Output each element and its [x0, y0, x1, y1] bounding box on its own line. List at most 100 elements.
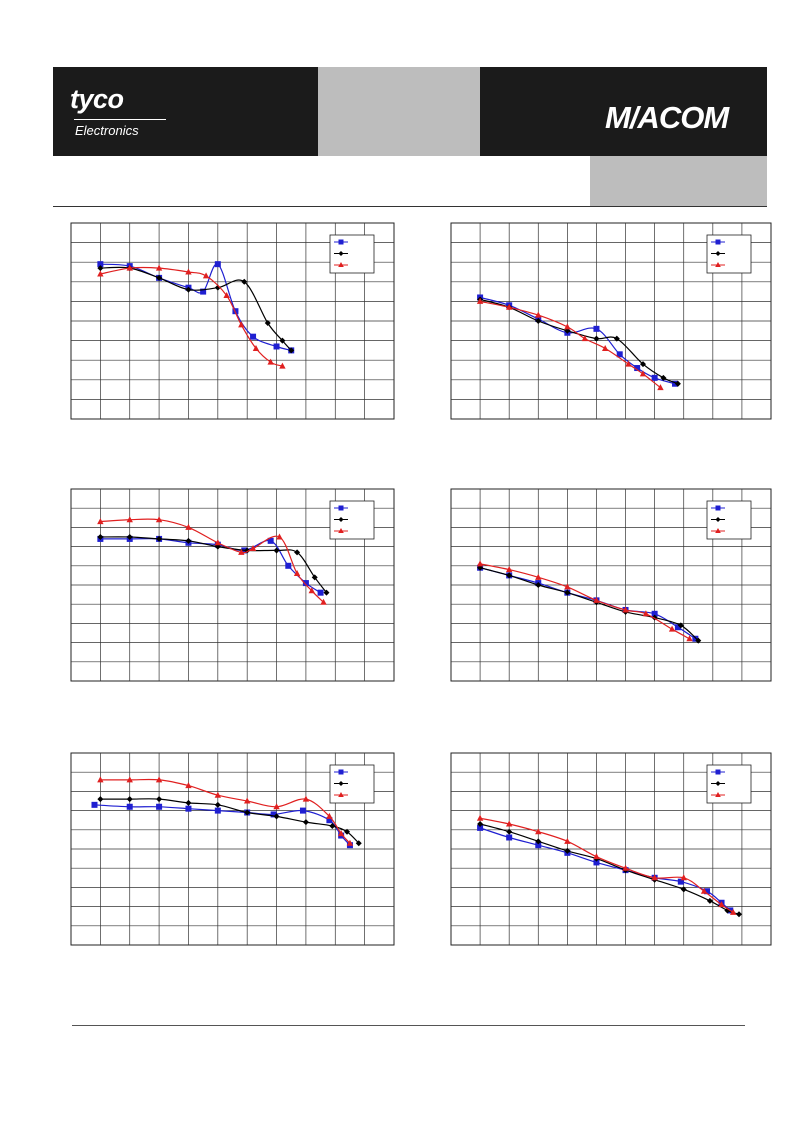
point-triangle: [718, 901, 725, 908]
point-triangle: [267, 358, 274, 365]
chart-4: [450, 488, 772, 682]
point-square: [616, 351, 623, 358]
legend-marker-triangle: [715, 528, 721, 533]
header-banner-left: [53, 67, 318, 156]
point-triangle: [243, 797, 251, 804]
point-triangle: [642, 610, 650, 617]
point-triangle: [535, 828, 542, 835]
point-diamond: [535, 582, 542, 588]
point-triangle: [185, 268, 192, 275]
point-diamond: [264, 319, 271, 326]
point-triangle: [337, 830, 345, 837]
point-diamond: [535, 838, 542, 845]
point-triangle: [238, 321, 245, 328]
point-diamond: [640, 361, 646, 368]
point-triangle: [302, 795, 310, 802]
point-diamond: [506, 828, 513, 835]
header-rule: [53, 206, 767, 207]
point-triangle: [346, 839, 354, 846]
point-diamond: [323, 589, 330, 596]
tyco-logo-subtitle: Electronics: [75, 123, 139, 138]
point-diamond: [185, 799, 192, 806]
point-diamond: [593, 335, 600, 342]
point-square: [97, 261, 104, 268]
point-diamond: [477, 821, 484, 828]
point-triangle: [601, 344, 609, 351]
point-square: [250, 333, 257, 340]
point-triangle: [185, 523, 192, 530]
point-triangle: [593, 853, 600, 860]
point-triangle: [651, 874, 658, 881]
point-diamond: [564, 327, 571, 334]
point-triangle: [505, 820, 513, 827]
macom-logo: M/ACOM: [605, 100, 729, 135]
point-square: [214, 807, 221, 814]
point-triangle: [593, 596, 600, 603]
point-square: [126, 803, 133, 810]
point-triangle: [700, 887, 708, 894]
point-diamond: [477, 564, 484, 571]
legend-marker-triangle: [715, 792, 721, 797]
point-triangle: [214, 539, 222, 546]
point-diamond: [736, 911, 742, 918]
point-triangle: [686, 635, 693, 642]
legend-marker-square: [715, 505, 721, 511]
point-diamond: [273, 813, 280, 820]
point-square: [506, 834, 513, 841]
point-triangle: [625, 360, 632, 367]
point-diamond: [613, 335, 620, 342]
legend-marker-square: [715, 769, 721, 775]
point-diamond: [97, 534, 104, 540]
point-diamond: [564, 847, 571, 854]
point-triangle: [97, 270, 104, 277]
point-triangle: [564, 583, 571, 590]
point-triangle: [657, 384, 664, 391]
chart-svg: [70, 752, 395, 946]
point-square: [651, 610, 658, 617]
point-triangle: [97, 776, 104, 783]
point-square: [677, 878, 684, 885]
point-triangle: [126, 264, 133, 271]
legend-marker-diamond: [715, 517, 721, 522]
point-square: [477, 824, 484, 831]
point-square: [267, 537, 274, 544]
point-square: [214, 261, 221, 268]
point-square: [593, 859, 600, 866]
point-triangle: [668, 625, 676, 632]
point-triangle: [185, 782, 192, 789]
point-square: [302, 580, 309, 587]
point-triangle: [293, 569, 301, 576]
legend-marker-square: [338, 769, 344, 775]
point-diamond: [535, 318, 542, 324]
point-diamond: [294, 549, 301, 556]
chart-2: [450, 222, 772, 420]
point-triangle: [564, 323, 571, 330]
point-triangle: [276, 533, 283, 540]
point-square: [535, 842, 542, 849]
point-diamond: [244, 547, 251, 554]
point-diamond: [97, 796, 104, 803]
point-triangle: [214, 791, 222, 798]
point-triangle: [223, 292, 230, 299]
point-square: [593, 325, 600, 332]
chart-5: [70, 752, 395, 946]
point-square: [634, 365, 641, 372]
point-triangle: [639, 370, 647, 377]
point-diamond: [706, 897, 713, 904]
point-diamond: [156, 274, 163, 281]
legend-marker-square: [338, 239, 344, 245]
point-diamond: [344, 828, 351, 835]
point-diamond: [355, 840, 362, 847]
point-diamond: [214, 543, 221, 550]
point-diamond: [156, 796, 163, 803]
point-diamond: [244, 809, 251, 816]
point-square: [299, 807, 306, 814]
point-triangle: [97, 518, 104, 525]
chart-svg: [70, 222, 395, 420]
point-triangle: [505, 303, 513, 310]
point-diamond: [214, 284, 221, 291]
point-triangle: [476, 814, 484, 821]
point-triangle: [326, 812, 333, 819]
point-triangle: [622, 606, 629, 613]
point-triangle: [680, 874, 687, 881]
